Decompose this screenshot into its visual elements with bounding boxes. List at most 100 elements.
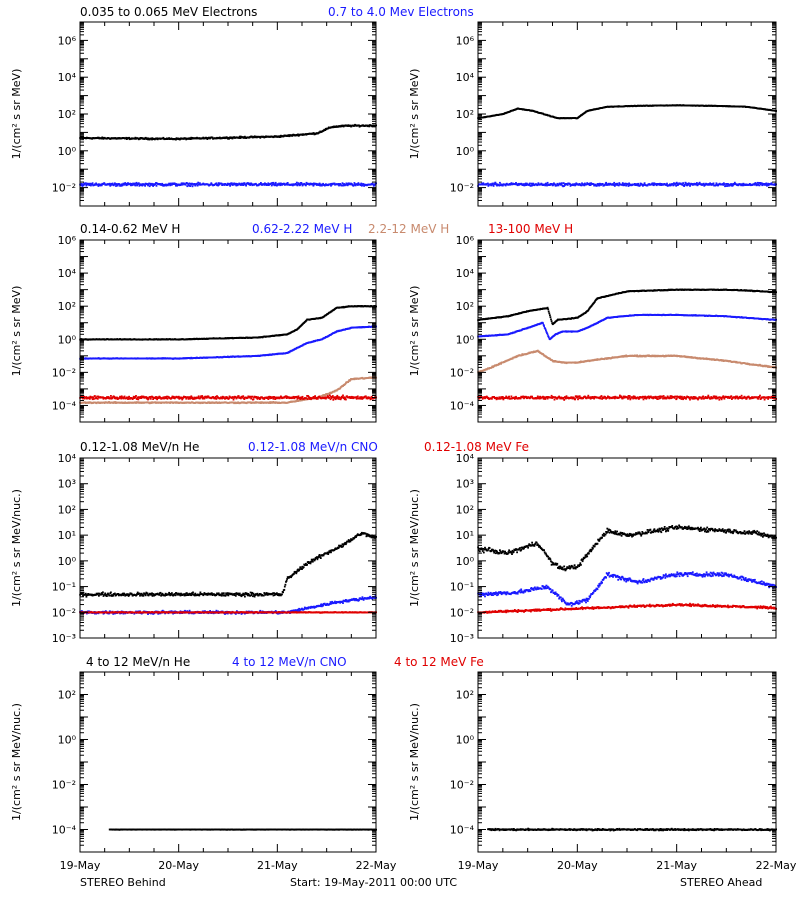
data-point (634, 183, 636, 185)
data-point (211, 136, 214, 139)
y-tick-label: 10⁰ (58, 145, 77, 158)
data-point (764, 183, 767, 186)
data-point (180, 396, 183, 399)
data-point (180, 182, 183, 185)
data-point (94, 183, 97, 186)
data-point (613, 181, 616, 184)
data-point (761, 184, 764, 187)
data-point (263, 398, 266, 400)
data-point (581, 182, 583, 185)
data-point (94, 395, 96, 397)
data-point (150, 137, 153, 140)
data-point (335, 397, 338, 400)
data-point (665, 184, 668, 186)
data-point (236, 184, 239, 187)
data-point (561, 182, 563, 185)
data-point (343, 398, 346, 401)
data-point (287, 134, 290, 136)
data-point (203, 397, 206, 400)
data-point (196, 182, 198, 185)
data-point (554, 183, 556, 186)
data-point (241, 396, 244, 399)
data-point (175, 183, 178, 185)
data-point (258, 396, 261, 399)
data-point (149, 396, 152, 398)
data-point (128, 136, 130, 139)
data-point (87, 182, 90, 185)
data-point (651, 182, 654, 185)
data-point (712, 182, 715, 185)
data-point (83, 395, 85, 398)
data-point (240, 397, 242, 400)
data-point (551, 322, 554, 324)
data-point (200, 396, 203, 399)
data-point (584, 182, 586, 185)
series-tan-points (79, 376, 377, 405)
data-point (546, 184, 548, 187)
data-point (165, 397, 168, 399)
data-point (279, 396, 282, 399)
data-point (592, 183, 595, 185)
data-point (301, 183, 303, 185)
data-point (767, 184, 770, 187)
data-point (559, 182, 562, 185)
data-point (234, 183, 237, 186)
data-point (767, 182, 769, 185)
data-point (234, 182, 237, 185)
data-point (205, 395, 207, 398)
data-point (358, 397, 361, 400)
data-point (260, 182, 262, 184)
data-point (339, 398, 342, 401)
series-points (79, 305, 377, 405)
data-point (223, 184, 226, 186)
data-point (549, 184, 551, 186)
header-row2-label-2: 0.62-2.22 MeV H (252, 222, 352, 236)
data-point (185, 182, 188, 184)
data-point (184, 183, 187, 186)
data-point (573, 183, 576, 185)
data-point (149, 397, 152, 400)
data-point (328, 396, 331, 399)
data-point (272, 396, 274, 398)
data-point (193, 396, 196, 399)
data-point (91, 182, 94, 185)
data-point (125, 136, 128, 139)
data-point (88, 396, 91, 399)
data-point (674, 183, 676, 186)
data-point (156, 398, 158, 401)
data-point (551, 183, 554, 186)
x-axis-ticks (79, 240, 377, 422)
data-point (265, 183, 267, 185)
data-point (159, 396, 162, 399)
data-point (278, 182, 280, 185)
data-point (562, 182, 565, 184)
data-point (197, 397, 200, 399)
data-point (321, 183, 324, 186)
data-point (337, 398, 340, 400)
data-point (686, 182, 689, 185)
data-point (546, 181, 549, 184)
data-point (155, 184, 158, 187)
data-point (267, 398, 270, 400)
data-point (360, 396, 363, 398)
data-point (531, 184, 533, 187)
data-point (244, 135, 246, 138)
data-point (151, 138, 153, 141)
data-point (608, 183, 611, 186)
data-point (308, 397, 311, 399)
data-point (266, 183, 269, 186)
data-point (164, 183, 167, 186)
data-point (89, 182, 92, 185)
data-point (523, 184, 526, 187)
data-point (354, 184, 357, 187)
data-point (255, 183, 258, 186)
data-point (560, 183, 563, 186)
data-point (115, 185, 117, 187)
data-point (139, 396, 142, 398)
data-point (116, 184, 119, 187)
data-point (226, 137, 229, 140)
data-point (260, 402, 262, 404)
data-point (362, 183, 365, 186)
data-point (342, 385, 344, 387)
